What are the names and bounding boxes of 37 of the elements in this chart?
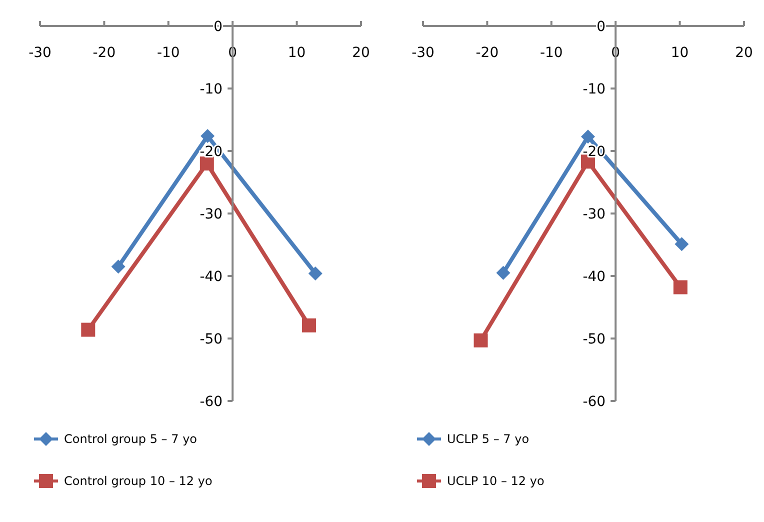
x-tick-label: 10: [288, 45, 306, 61]
y-tick-label: -30: [582, 206, 606, 222]
point: [200, 129, 215, 143]
point: [496, 266, 510, 280]
point: [673, 280, 688, 294]
y-tick-label: -10: [200, 82, 223, 98]
y-tick-label: -40: [200, 269, 223, 285]
y-tick-label: -60: [582, 394, 606, 410]
point: [308, 266, 322, 280]
y-tick-label: -50: [200, 332, 223, 348]
point: [474, 333, 488, 348]
point: [674, 237, 689, 252]
x-tick-label: 20: [735, 45, 753, 61]
legend-label: Control group 5 – 7 yo: [64, 432, 198, 446]
y-tick-label: -60: [200, 394, 223, 410]
x-tick-label: -30: [28, 45, 52, 61]
x-tick-label: 10: [670, 45, 689, 61]
x-tick-label: -30: [412, 45, 434, 61]
y-tick-label: 0: [596, 19, 606, 35]
point: [302, 318, 316, 332]
y-tick-label: -40: [582, 269, 606, 285]
x-tick-label: -20: [92, 45, 116, 61]
point: [580, 130, 595, 144]
x-tick-label: -10: [540, 45, 563, 61]
point: [111, 260, 126, 274]
legend-label: UCLP 5 – 7 yo: [447, 432, 530, 446]
y-tick-label: -30: [200, 206, 223, 222]
legend-label: Control group 10 – 12 yo: [64, 474, 212, 488]
y-tick-label: 0: [214, 19, 223, 35]
x-tick-label: -20: [476, 45, 499, 61]
x-tick-label: -10: [156, 45, 180, 61]
point: [81, 322, 96, 337]
legend-label: UCLP 10 – 12 yo: [447, 474, 544, 488]
y-tick-label: -50: [582, 332, 606, 348]
y-tick-label: -10: [582, 82, 606, 98]
point: [200, 156, 214, 170]
x-tick-label: 20: [352, 45, 370, 61]
